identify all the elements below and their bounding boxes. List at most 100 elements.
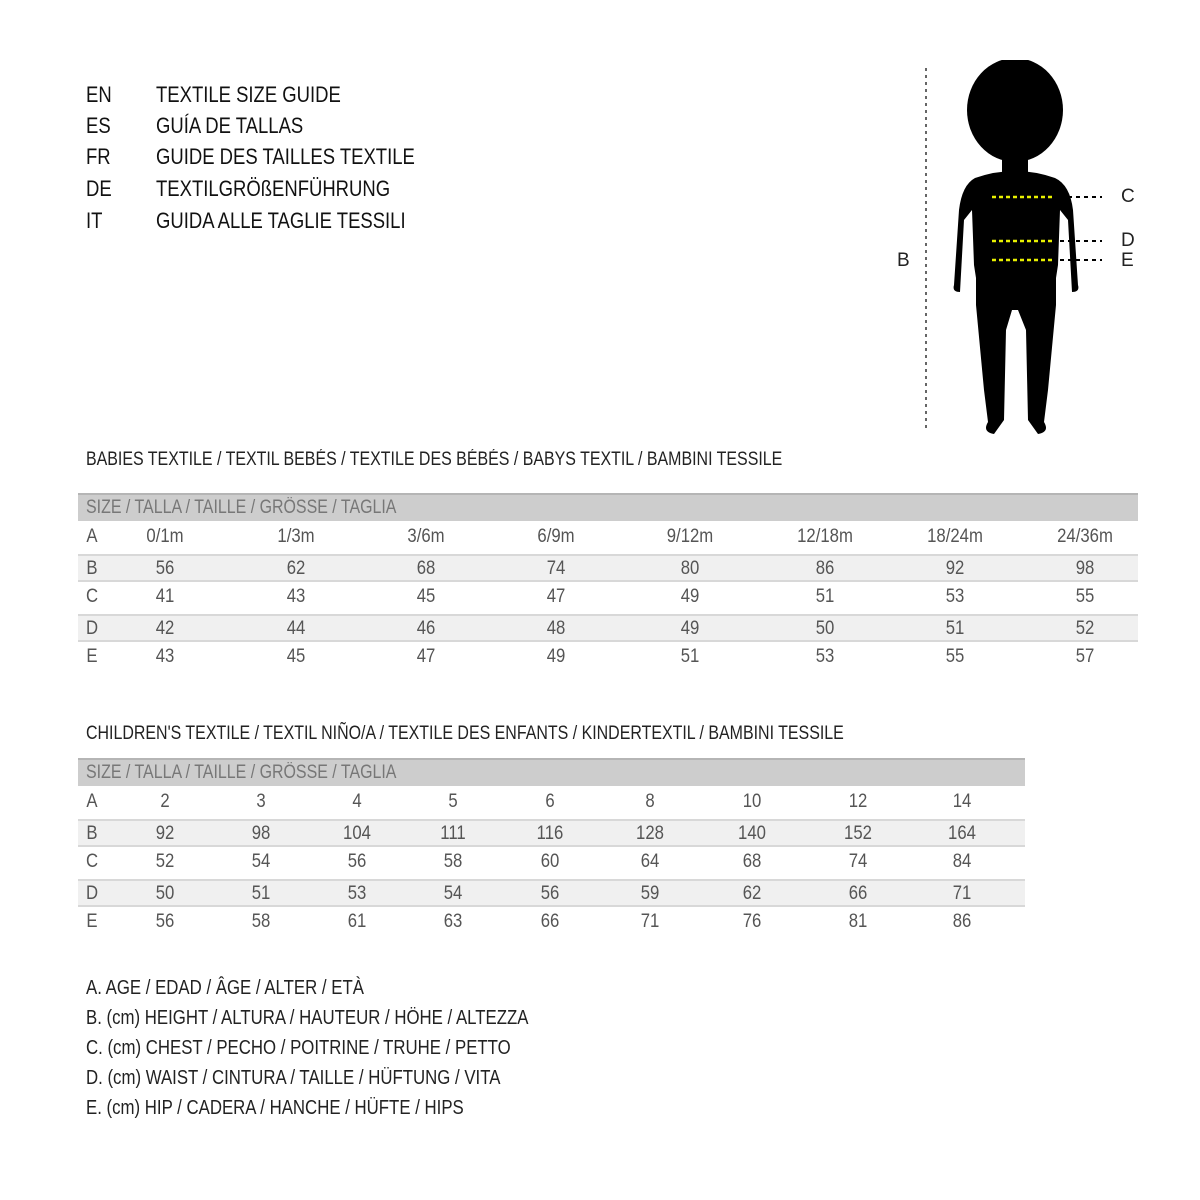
table-cell: 52 xyxy=(155,851,175,872)
row-label: B xyxy=(86,823,98,844)
table-cell: 47 xyxy=(416,646,436,667)
table-cell: 58 xyxy=(251,911,271,932)
table-cell: 81 xyxy=(848,911,868,932)
table-cell: 66 xyxy=(848,883,868,904)
table-cell: 52 xyxy=(1075,618,1095,639)
table-cell: 10 xyxy=(742,791,762,812)
table-cell: 12/18m xyxy=(797,526,853,547)
table-cell: 62 xyxy=(742,883,762,904)
table-cell: 54 xyxy=(443,883,463,904)
table-cell: 98 xyxy=(251,823,271,844)
table-cell: 43 xyxy=(155,646,175,667)
table-cell: 74 xyxy=(546,558,566,579)
table-cell: 44 xyxy=(286,618,306,639)
table-cell: 2 xyxy=(160,791,170,812)
title-en: EN TEXTILE SIZE GUIDE xyxy=(86,82,341,107)
title-it: IT GUIDA ALLE TAGLIE TESSILI xyxy=(86,208,406,233)
legend-item: B. (cm) HEIGHT / ALTURA / HAUTEUR / HÖHE… xyxy=(86,1007,529,1029)
table-cell: 53 xyxy=(945,586,965,607)
table-row: C 41 43 45 47 49 51 53 55 xyxy=(78,584,1138,612)
table-cell: 41 xyxy=(155,586,175,607)
title-fr: FR GUIDE DES TAILLES TEXTILE xyxy=(86,144,415,169)
table-cell: 51 xyxy=(945,618,965,639)
table-cell: 60 xyxy=(540,851,560,872)
title-de: DE TEXTILGRÖßENFÜHRUNG xyxy=(86,176,391,201)
table-header: SIZE / TALLA / TAILLE / GRÖSSE / TAGLIA xyxy=(78,758,1025,786)
legend-item: D. (cm) WAIST / CINTURA / TAILLE / HÜFTU… xyxy=(86,1067,501,1089)
row-label: E xyxy=(86,911,98,932)
table-cell: 86 xyxy=(815,558,835,579)
table-cell: 49 xyxy=(546,646,566,667)
table-cell: 116 xyxy=(536,823,564,844)
table-row: D 42 44 46 48 49 50 51 52 xyxy=(78,614,1138,642)
table-cell: 47 xyxy=(546,586,566,607)
table-cell: 68 xyxy=(742,851,762,872)
label-e: E xyxy=(1121,250,1134,271)
table-cell: 42 xyxy=(155,618,175,639)
children-section-title: CHILDREN'S TEXTILE / TEXTIL NIÑO/A / TEX… xyxy=(86,723,844,744)
table-row: E 43 45 47 49 51 53 55 57 xyxy=(78,644,1138,672)
table-cell: 6 xyxy=(545,791,555,812)
table-cell: 51 xyxy=(680,646,700,667)
table-cell: 55 xyxy=(945,646,965,667)
row-label: D xyxy=(85,883,99,904)
table-row: A 0/1m 1/3m 3/6m 6/9m 9/12m 12/18m 18/24m 24/36m xyxy=(78,524,1138,552)
table-cell: 56 xyxy=(540,883,560,904)
table-cell: 111 xyxy=(440,823,466,844)
table-cell: 152 xyxy=(844,823,872,844)
table-cell: 80 xyxy=(680,558,700,579)
row-label: C xyxy=(85,851,99,872)
table-header-label: SIZE / TALLA / TAILLE / GRÖSSE / TAGLIA xyxy=(86,497,397,518)
legend-item: E. (cm) HIP / CADERA / HANCHE / HÜFTE / … xyxy=(86,1097,464,1119)
table-cell: 62 xyxy=(286,558,306,579)
table-cell: 9/12m xyxy=(666,526,714,547)
table-header: SIZE / TALLA / TAILLE / GRÖSSE / TAGLIA xyxy=(78,493,1138,521)
table-cell: 24/36m xyxy=(1057,526,1113,547)
child-silhouette-icon xyxy=(953,60,1079,434)
legend-item: A. AGE / EDAD / ÂGE / ALTER / ETÀ xyxy=(86,977,364,999)
label-c: C xyxy=(1121,186,1135,207)
table-cell: 43 xyxy=(286,586,306,607)
table-cell: 164 xyxy=(948,823,976,844)
table-cell: 51 xyxy=(251,883,271,904)
table-cell: 14 xyxy=(952,791,972,812)
table-cell: 5 xyxy=(448,791,458,812)
table-cell: 3 xyxy=(256,791,266,812)
row-label: B xyxy=(86,558,98,579)
table-row: A 2 3 4 5 6 8 10 12 14 xyxy=(78,789,1025,817)
row-label: E xyxy=(86,646,98,667)
label-b: B xyxy=(897,250,910,271)
table-cell: 45 xyxy=(286,646,306,667)
child-silhouette-figure xyxy=(925,60,1102,434)
table-cell: 71 xyxy=(952,883,972,904)
table-cell: 76 xyxy=(742,911,762,932)
table-cell: 56 xyxy=(155,911,175,932)
table-cell: 63 xyxy=(443,911,463,932)
row-label: A xyxy=(86,791,98,812)
babies-section-title: BABIES TEXTILE / TEXTIL BEBÉS / TEXTILE … xyxy=(86,449,783,470)
row-label: D xyxy=(85,618,99,639)
table-cell: 58 xyxy=(443,851,463,872)
table-cell: 1/3m xyxy=(277,526,315,547)
legend-item: C. (cm) CHEST / PECHO / POITRINE / TRUHE… xyxy=(86,1037,511,1059)
table-cell: 0/1m xyxy=(146,526,184,547)
table-cell: 49 xyxy=(680,618,700,639)
table-cell: 45 xyxy=(416,586,436,607)
table-cell: 92 xyxy=(155,823,175,844)
table-cell: 50 xyxy=(155,883,175,904)
table-cell: 4 xyxy=(352,791,362,812)
table-cell: 140 xyxy=(738,823,766,844)
table-cell: 46 xyxy=(416,618,436,639)
table-cell: 54 xyxy=(251,851,271,872)
table-cell: 49 xyxy=(680,586,700,607)
label-d: D xyxy=(1121,230,1135,251)
table-cell: 71 xyxy=(640,911,660,932)
table-cell: 98 xyxy=(1075,558,1095,579)
table-cell: 48 xyxy=(546,618,566,639)
table-cell: 61 xyxy=(347,911,367,932)
table-cell: 56 xyxy=(347,851,367,872)
table-cell: 12 xyxy=(848,791,868,812)
table-cell: 8 xyxy=(645,791,655,812)
table-cell: 51 xyxy=(815,586,835,607)
table-cell: 68 xyxy=(416,558,436,579)
